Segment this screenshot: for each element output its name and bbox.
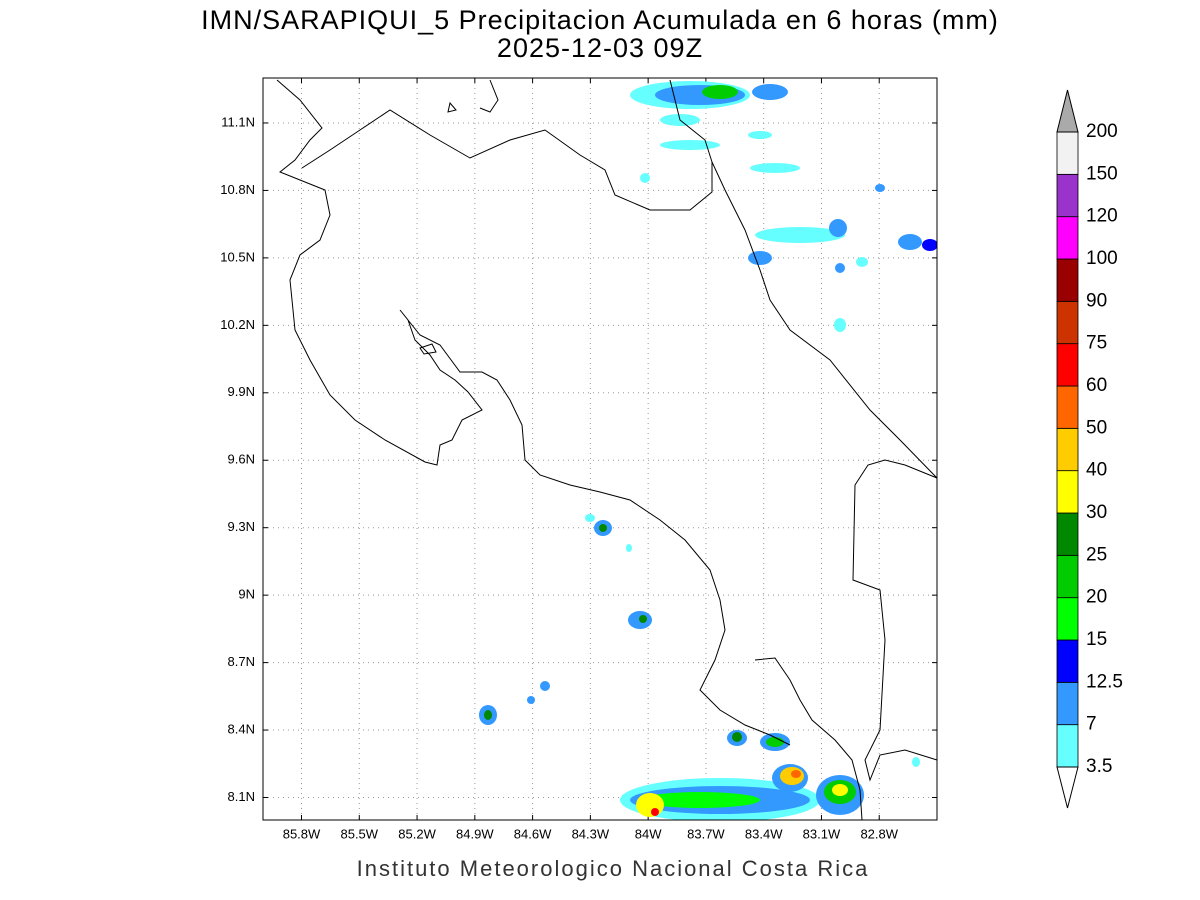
colorbar-label: 90 (1086, 290, 1107, 311)
y-tick-label: 10.2N (220, 317, 255, 332)
x-tick-label: 83.7W (687, 826, 725, 841)
grid: 8.1N 8.4N 8.7N 9N 9.3N 9.6N 9.9N 10.2N 10.5N 10.8… (220, 78, 937, 841)
colorbar-bin (1056, 512, 1079, 556)
y-tick-label: 8.4N (228, 721, 255, 736)
x-tick-label: 85.2W (398, 826, 436, 841)
colorbar-bin (1056, 131, 1079, 175)
subtitle: 2025-12-03 09Z (497, 33, 703, 63)
colorbar-label: 3.5 (1086, 756, 1112, 777)
colorbar-bin (1056, 724, 1079, 768)
x-tick-label: 84.3W (572, 826, 610, 841)
colorbar-label: 25 (1086, 544, 1107, 565)
colorbar-label: 150 (1086, 163, 1118, 184)
colorbar-bin (1056, 385, 1079, 429)
colorbar-bin (1056, 639, 1079, 683)
colorbar-bin (1056, 427, 1079, 472)
map-frame (262, 77, 938, 821)
colorbar-label: 40 (1086, 460, 1107, 481)
y-tick-label: 10.5N (220, 249, 255, 264)
colorbar-label: 12.5 (1086, 671, 1123, 692)
colorbar-bin (1056, 470, 1079, 514)
colorbar-label: 200 (1086, 121, 1118, 142)
colorbar-bin (1056, 258, 1079, 302)
colorbar-label: 7 (1086, 714, 1097, 735)
colorbar-label: 20 (1086, 587, 1107, 608)
y-tick-label: 10.8N (220, 182, 255, 197)
y-tick-label: 8.1N (228, 789, 255, 804)
colorbar-label: 50 (1086, 417, 1107, 438)
colorbar-label: 100 (1086, 248, 1118, 269)
colorbar-label: 30 (1086, 502, 1107, 523)
precipitation (479, 81, 937, 820)
colorbar: 3.5 7 12.5 15 20 25 30 40 50 60 75 90 100 120 150 200 (1056, 89, 1123, 809)
colorbar-label: 60 (1086, 375, 1107, 396)
y-tick-label: 8.7N (228, 654, 255, 669)
colorbar-under (1056, 766, 1079, 809)
y-tick-label: 9.9N (228, 384, 255, 399)
colorbar-bin (1056, 681, 1079, 726)
y-tick-label: 11.1N (221, 114, 255, 129)
x-tick-label: 84W (635, 826, 662, 841)
colorbar-bin (1056, 173, 1079, 218)
x-tick-label: 85.5W (340, 826, 378, 841)
colorbar-bin (1056, 216, 1079, 260)
y-tick-label: 9.3N (228, 519, 255, 534)
y-tick-label: 9.6N (228, 452, 255, 467)
x-tick-label: 84.6W (514, 826, 552, 841)
x-tick-label: 85.8W (283, 826, 321, 841)
x-tick-label: 83.1W (803, 826, 841, 841)
x-tick-label: 84.9W (456, 826, 494, 841)
colorbar-label: 75 (1086, 333, 1107, 354)
colorbar-bin (1056, 300, 1079, 345)
footer: Instituto Meteorologico Nacional Costa R… (357, 856, 870, 881)
colorbar-bin (1056, 554, 1079, 599)
colorbar-bin (1056, 597, 1079, 641)
title: IMN/SARAPIQUI_5 Precipitacion Acumulada … (201, 5, 999, 35)
colorbar-over (1056, 89, 1079, 133)
colorbar-label: 15 (1086, 629, 1107, 650)
colorbar-bin (1056, 343, 1079, 387)
colorbar-label: 120 (1086, 206, 1118, 227)
x-tick-label: 83.4W (745, 826, 783, 841)
x-tick-label: 82.8W (860, 826, 898, 841)
coastlines (276, 79, 938, 821)
y-tick-label: 9N (238, 587, 255, 602)
